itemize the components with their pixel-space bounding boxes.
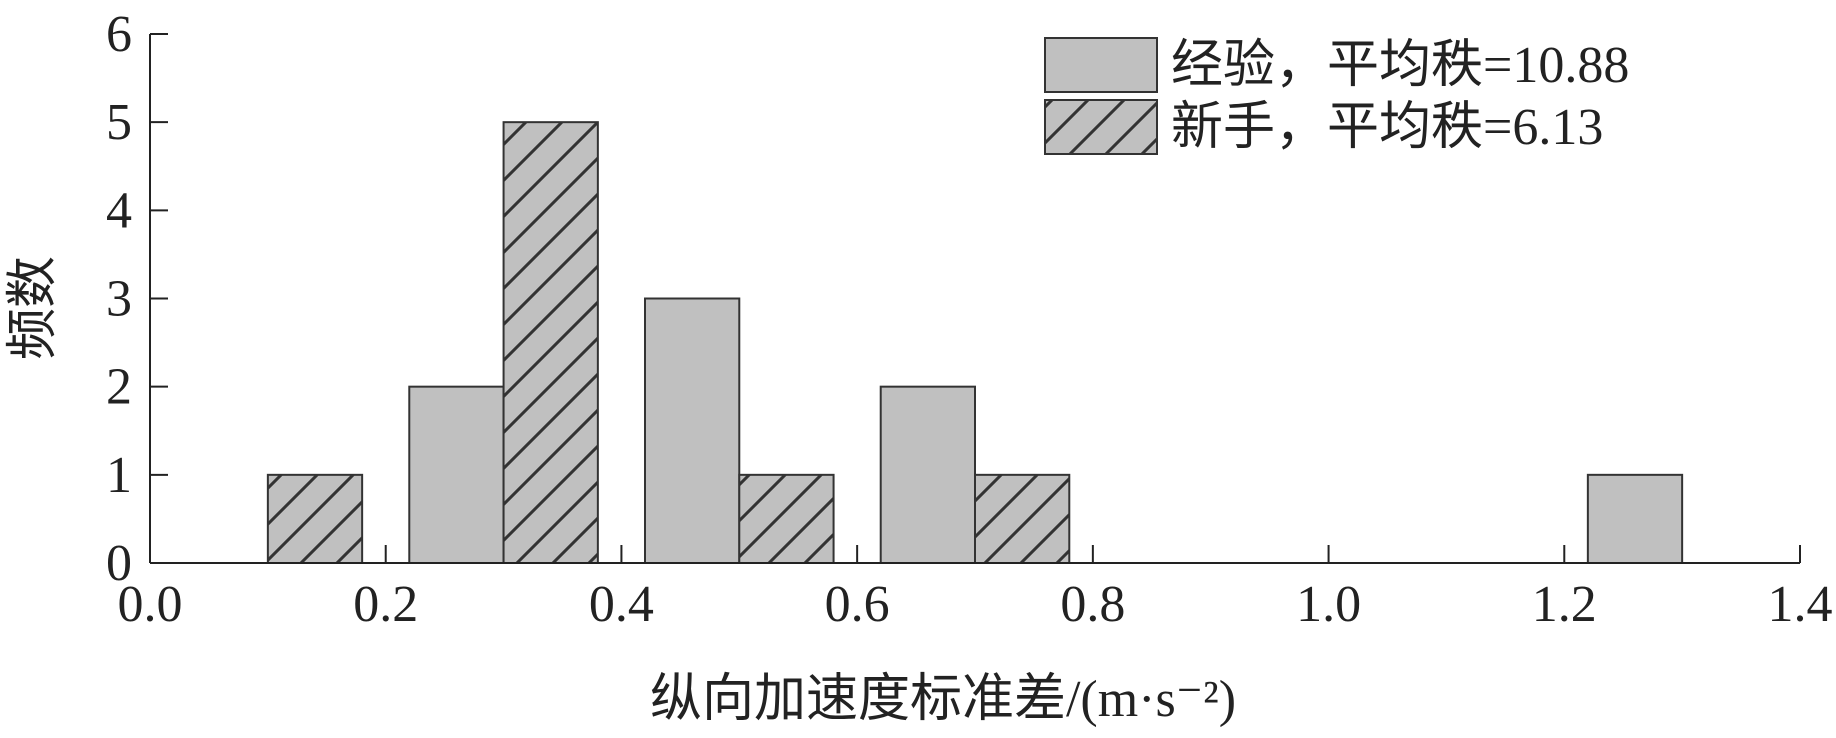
y-tick-label-5: 5 bbox=[106, 94, 132, 151]
x-tick-label-3: 0.6 bbox=[825, 576, 890, 633]
bar-experienced-2 bbox=[879, 385, 977, 564]
legend-label-0: 经验，平均秩=10.88 bbox=[1171, 37, 1629, 94]
bar-experienced-1 bbox=[644, 297, 741, 564]
legend-swatch-0 bbox=[1044, 37, 1158, 93]
x-tick-label-6: 1.2 bbox=[1532, 576, 1597, 633]
x-tick-label-2: 0.4 bbox=[589, 576, 654, 633]
bars-layer bbox=[266, 121, 1684, 565]
y-tick-label-4: 4 bbox=[106, 182, 132, 239]
bar-novice-0 bbox=[266, 473, 364, 565]
x-axis-title: 纵向加速度标准差/(m·s⁻²) bbox=[650, 671, 1236, 728]
bar-novice-2 bbox=[738, 473, 835, 565]
legend-label-1: 新手，平均秩=6.13 bbox=[1171, 99, 1603, 156]
legend-swatch-1 bbox=[1044, 99, 1158, 155]
x-tick-label-1: 0.2 bbox=[353, 576, 418, 633]
y-tick-label-0: 0 bbox=[106, 535, 132, 592]
y-tick-label-6: 6 bbox=[106, 6, 132, 63]
bar-novice-1 bbox=[502, 121, 599, 565]
bar-experienced-0 bbox=[408, 385, 505, 564]
y-axis-title: 频数 bbox=[5, 256, 62, 360]
x-tick-label-7: 1.4 bbox=[1768, 576, 1833, 633]
y-tick-label-2: 2 bbox=[106, 359, 132, 416]
y-tick-label-1: 1 bbox=[106, 447, 132, 504]
x-tick-label-4: 0.8 bbox=[1060, 576, 1125, 633]
axes-layer: 0 1 2 3 4 5 6 0.0 0.2 0.4 0.6 0.8 1.0 1.2 1.4 bbox=[106, 6, 1833, 633]
bar-experienced-3 bbox=[1586, 473, 1684, 565]
x-tick-label-5: 1.0 bbox=[1296, 576, 1361, 633]
x-tick-label-0: 0.0 bbox=[118, 576, 183, 633]
y-tick-label-3: 3 bbox=[106, 271, 132, 328]
bar-novice-3 bbox=[974, 473, 1071, 565]
